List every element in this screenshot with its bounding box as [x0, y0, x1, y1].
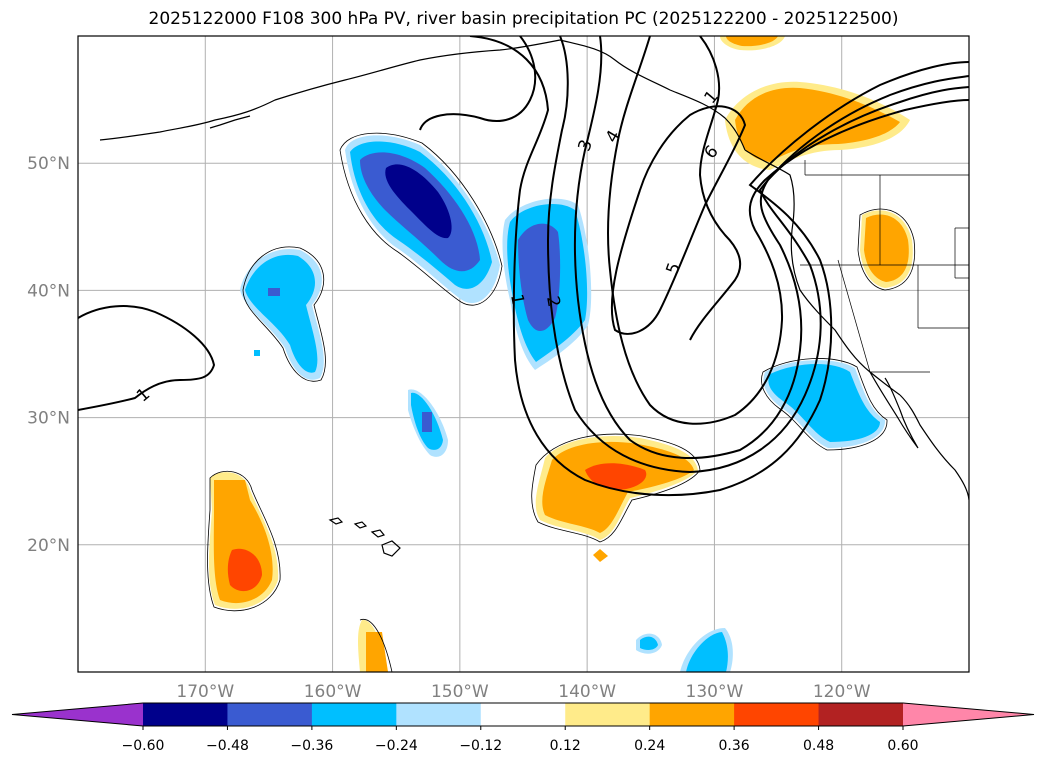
pv-label: 2	[542, 295, 564, 309]
colorbar-tick-label: −0.60	[122, 738, 165, 754]
colorbar-tick-label: 0.48	[803, 738, 834, 754]
latitude-tick-label: 40°N	[27, 281, 70, 301]
map-title: 2025122000 F108 300 hPa PV, river basin …	[148, 9, 899, 29]
colorbar-segment	[143, 703, 228, 726]
pv-contours	[78, 36, 969, 497]
colorbar: −0.60 −0.48 −0.36 −0.24 −0.12 0.12 0.24 0.36 0.4…	[11, 702, 1035, 754]
colorbar-segment	[480, 703, 566, 726]
longitude-tick-label: 140°W	[558, 682, 616, 702]
colorbar-tick-label: 0.36	[719, 738, 750, 754]
shading-outline-contours	[207, 132, 916, 672]
colorbar-segment	[818, 703, 904, 726]
colorbar-tick-label: −0.36	[290, 738, 333, 754]
colorbar-tick-label: −0.24	[375, 738, 418, 754]
colorbar-tick-label: −0.48	[206, 738, 249, 754]
map-area: 1 2 3 4 5 6 1 1	[78, 36, 969, 672]
colorbar-segment	[396, 703, 482, 726]
map-frame	[77, 35, 970, 673]
colorbar-extend-max	[903, 703, 1034, 726]
negative-anomaly-shading	[240, 135, 886, 672]
colorbar-segment	[311, 703, 397, 726]
colorbar-tick-label: 0.12	[550, 738, 581, 754]
longitude-tick-label: 160°W	[304, 682, 362, 702]
latitude-tick-label: 30°N	[27, 409, 70, 429]
colorbar-tick-label: −0.12	[459, 738, 502, 754]
longitude-labels: 170°W 160°W 150°W 140°W 130°W 120°W	[176, 682, 870, 702]
longitude-tick-label: 130°W	[686, 682, 744, 702]
colorbar-tick-label: 0.24	[634, 738, 665, 754]
colorbar-segment	[565, 703, 651, 726]
colorbar-segment	[649, 703, 735, 726]
colorbar-extend-min	[12, 703, 143, 726]
pv-label: 1	[506, 293, 528, 307]
longitude-tick-label: 150°W	[431, 682, 489, 702]
latitude-tick-label: 20°N	[27, 536, 70, 556]
longitude-tick-label: 170°W	[176, 682, 234, 702]
colorbar-segment	[227, 703, 313, 726]
colorbar-tick-label: 0.60	[887, 738, 918, 754]
colorbar-segment	[734, 703, 820, 726]
longitude-tick-label: 120°W	[813, 682, 871, 702]
latitude-labels: 20°N 30°N 40°N 50°N	[27, 154, 70, 556]
latitude-tick-label: 50°N	[27, 154, 70, 174]
borders	[800, 160, 969, 373]
